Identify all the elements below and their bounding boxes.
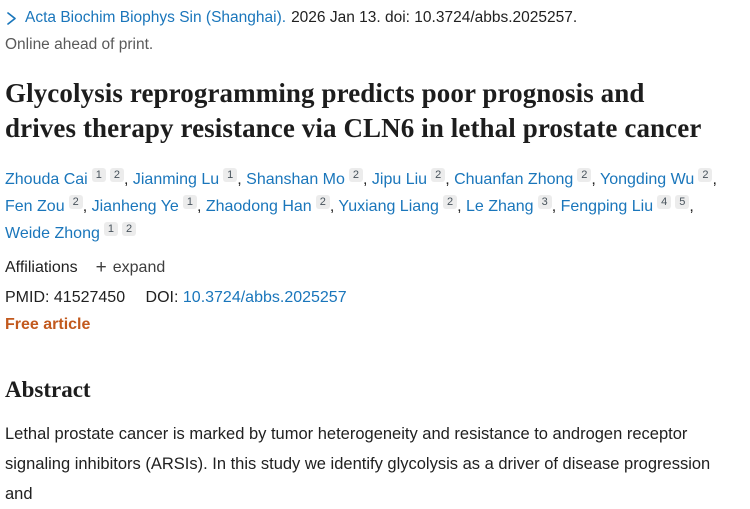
author-separator: , xyxy=(445,171,455,188)
author-link[interactable]: Yongding Wu xyxy=(600,171,695,188)
affiliation-superscript[interactable]: 5 xyxy=(675,195,690,209)
author-link[interactable]: Jianming Lu xyxy=(132,171,220,188)
author-item: Jianheng Ye 1 xyxy=(91,195,197,215)
author-link[interactable]: Jianheng Ye xyxy=(91,198,179,215)
doi-label: DOI: xyxy=(145,289,179,306)
author-item: Le Zhang 3 xyxy=(465,195,552,215)
pmid-value: 41527450 xyxy=(53,289,126,306)
author-separator: , xyxy=(329,198,339,215)
author-separator: , xyxy=(237,171,247,188)
author-link[interactable]: Le Zhang xyxy=(465,198,534,215)
affiliation-superscript[interactable]: 2 xyxy=(442,195,458,209)
affiliation-superscript[interactable]: 2 xyxy=(68,195,83,209)
affiliations-label: Affiliations xyxy=(5,259,78,276)
affiliation-superscript[interactable]: 1 xyxy=(103,222,118,236)
plus-icon: + xyxy=(95,256,107,278)
affiliation-superscript[interactable]: 1 xyxy=(223,168,238,182)
affiliation-superscript[interactable]: 2 xyxy=(577,168,592,182)
abstract-text: Lethal prostate cancer is marked by tumo… xyxy=(5,425,711,503)
author-link[interactable]: Yuxiang Liang xyxy=(338,198,439,215)
affiliation-superscript[interactable]: 3 xyxy=(537,195,552,209)
affiliation-superscript[interactable]: 2 xyxy=(122,222,137,236)
author-link[interactable]: Weide Zhong xyxy=(5,225,100,242)
author-separator: , xyxy=(363,171,372,188)
author-item: Shanshan Mo 2 xyxy=(246,168,364,188)
author-item: Jipu Liu 2 xyxy=(371,168,446,188)
affiliation-superscript[interactable]: 2 xyxy=(431,168,446,182)
author-link[interactable]: Fengping Liu xyxy=(560,198,654,215)
author-separator: , xyxy=(712,171,717,188)
author-item: Yuxiang Liang 2 xyxy=(338,195,458,215)
pmid-label: PMID: xyxy=(5,289,50,306)
affiliation-superscript[interactable]: 4 xyxy=(657,195,672,209)
author-separator: , xyxy=(689,198,694,215)
author-separator: , xyxy=(457,198,466,215)
author-item: Yongding Wu 2 xyxy=(600,168,713,188)
journal-link[interactable]: Acta Biochim Biophys Sin (Shanghai). xyxy=(25,9,287,26)
author-item: Chuanfan Zhong 2 xyxy=(454,168,592,188)
author-item: Jianming Lu 1 xyxy=(132,168,238,188)
affiliation-superscript[interactable]: 2 xyxy=(315,195,330,209)
author-separator: , xyxy=(123,171,133,188)
author-item: Zhaodong Han 2 xyxy=(205,195,330,215)
author-item: Fen Zou 2 xyxy=(5,195,83,215)
author-link[interactable]: Jipu Liu xyxy=(371,171,428,188)
author-separator: , xyxy=(551,198,561,215)
citation-row: Acta Biochim Biophys Sin (Shanghai). 202… xyxy=(5,8,750,28)
author-separator: , xyxy=(82,198,92,215)
free-article-badge: Free article xyxy=(5,316,91,333)
author-link[interactable]: Zhouda Cai xyxy=(5,171,88,188)
expand-label: expand xyxy=(112,259,166,276)
affiliations-row: Affiliations + expand xyxy=(5,257,750,278)
affiliation-superscript[interactable]: 2 xyxy=(348,168,364,182)
affiliation-superscript[interactable]: 2 xyxy=(698,168,713,182)
author-item: Weide Zhong 1 2 xyxy=(5,222,137,242)
citation-date-doi: 2026 Jan 13. doi: 10.3724/abbs.2025257. xyxy=(291,9,578,26)
author-link[interactable]: Zhaodong Han xyxy=(205,198,312,215)
chevron-right-icon[interactable] xyxy=(5,11,18,26)
abstract-heading: Abstract xyxy=(5,377,91,402)
affiliation-superscript[interactable]: 1 xyxy=(91,168,106,182)
author-separator: , xyxy=(591,171,601,188)
author-link[interactable]: Shanshan Mo xyxy=(246,171,345,188)
affiliation-superscript[interactable]: 1 xyxy=(182,195,197,209)
doi-link[interactable]: 10.3724/abbs.2025257 xyxy=(182,289,347,306)
author-item: Fengping Liu 4 5 xyxy=(560,195,690,215)
authors-list: Zhouda Cai 1 2, Jianming Lu 1, Shanshan Mo 2… xyxy=(5,166,725,247)
identifiers-row: PMID: 41527450 DOI: 10.3724/abbs.2025257 xyxy=(5,287,750,308)
article-title: Glycolysis reprogramming predicts poor p… xyxy=(5,78,702,143)
author-separator: , xyxy=(196,198,206,215)
author-item: Zhouda Cai 1 2 xyxy=(5,168,124,188)
affiliation-superscript[interactable]: 2 xyxy=(109,168,124,182)
author-link[interactable]: Fen Zou xyxy=(5,198,65,215)
author-link[interactable]: Chuanfan Zhong xyxy=(454,171,574,188)
online-ahead-of-print-status: Online ahead of print. xyxy=(5,36,154,53)
expand-affiliations-button[interactable]: + expand xyxy=(96,257,166,278)
